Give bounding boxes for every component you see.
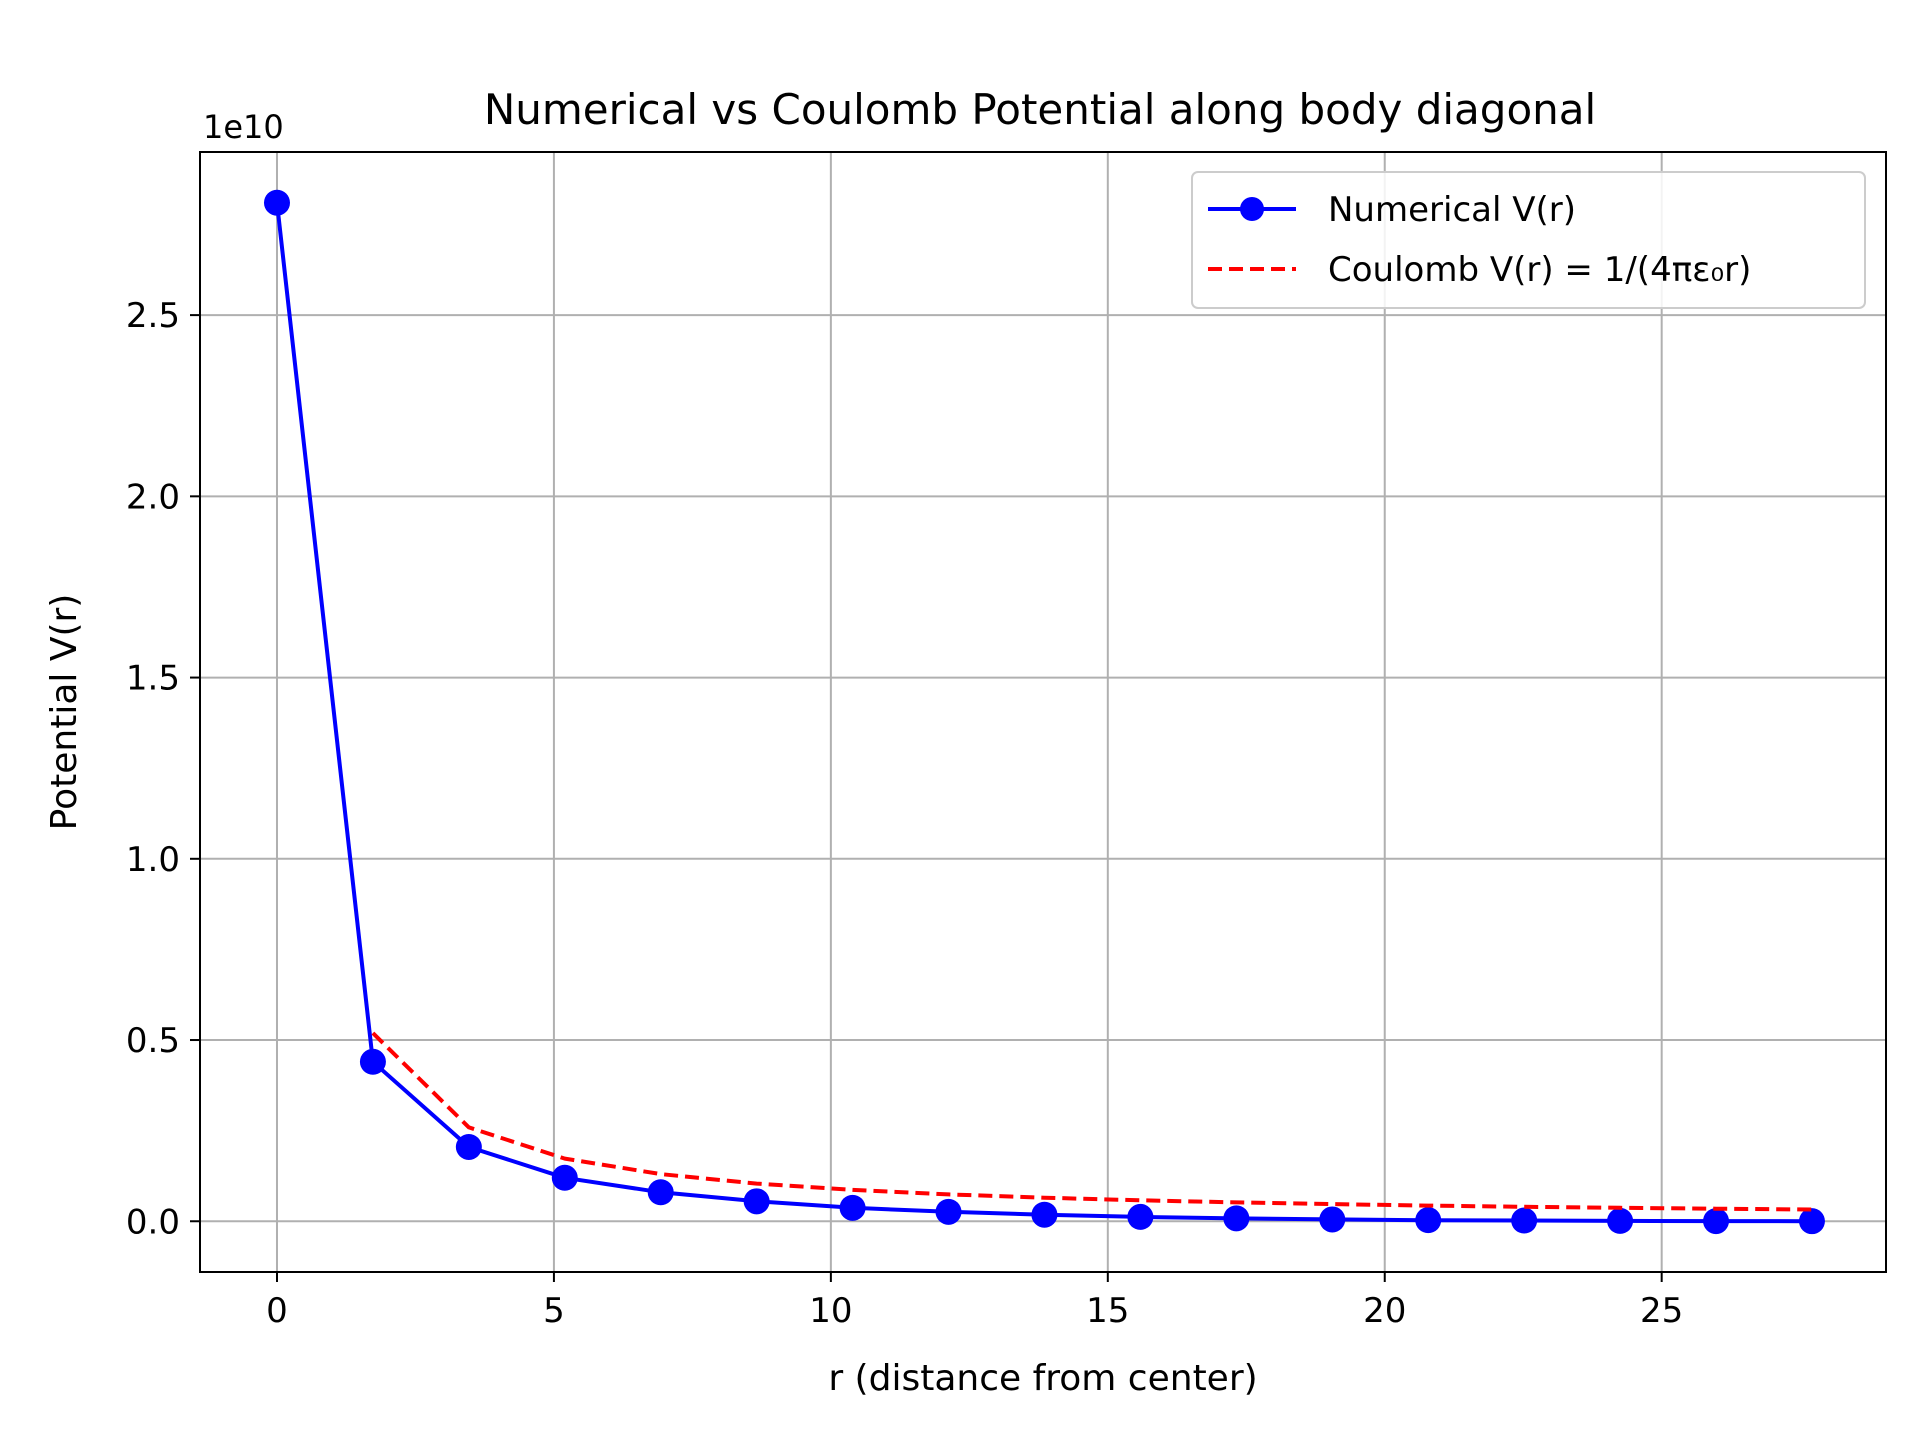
data-point [263, 189, 290, 216]
data-point [551, 1164, 578, 1191]
data-point [647, 1179, 674, 1206]
y-axis-ticks: 0.0 0.5 1.0 1.5 2.0 2.5 [126, 296, 200, 1242]
data-point [1607, 1207, 1634, 1234]
x-axis-ticks: 0 5 10 15 20 25 [266, 1272, 1683, 1331]
y-tick-label: 1.0 [126, 840, 180, 880]
y-axis-label: Potential V(r) [44, 594, 85, 831]
data-point [359, 1048, 386, 1075]
legend-label-coulomb: Coulomb V(r) = 1/(4πε₀r) [1328, 250, 1751, 290]
x-tick-label: 5 [543, 1291, 565, 1331]
legend-box [1191, 171, 1866, 309]
data-point [1127, 1203, 1154, 1230]
data-point [1031, 1201, 1058, 1228]
x-tick-label: 0 [266, 1291, 288, 1331]
plot-area-frame [199, 151, 1887, 1273]
data-point [839, 1194, 866, 1221]
x-axis-label: r (distance from center) [828, 1358, 1257, 1399]
legend-label-numerical: Numerical V(r) [1328, 190, 1576, 230]
series-line-1 [371, 1031, 1812, 1212]
y-tick-label: 2.5 [126, 296, 180, 336]
plot-series [263, 189, 1825, 1235]
data-point [455, 1133, 482, 1160]
y-tick-label: 0.5 [126, 1021, 180, 1061]
legend-marker-numerical [1240, 197, 1264, 221]
data-point [1415, 1207, 1442, 1234]
y-tick-label: 1.5 [126, 659, 180, 699]
data-point [935, 1198, 962, 1225]
x-tick-label: 25 [1640, 1291, 1683, 1331]
x-tick-label: 10 [809, 1291, 852, 1331]
x-tick-label: 20 [1363, 1291, 1406, 1331]
y-offset-label: 1e10 [203, 108, 284, 146]
grid-lines [200, 152, 1886, 1272]
y-tick-label: 2.0 [126, 477, 180, 517]
legend: Numerical V(r) Coulomb V(r) = 1/(4πε₀r) [1191, 171, 1866, 309]
x-tick-label: 15 [1086, 1291, 1129, 1331]
data-point [1798, 1208, 1825, 1235]
chart-title: Numerical vs Coulomb Potential along bod… [484, 85, 1596, 134]
data-point [1223, 1205, 1250, 1232]
data-point [1319, 1206, 1346, 1233]
y-tick-label: 0.0 [126, 1202, 180, 1242]
data-point [1703, 1208, 1730, 1235]
data-point [743, 1188, 770, 1215]
data-point [1511, 1207, 1538, 1234]
